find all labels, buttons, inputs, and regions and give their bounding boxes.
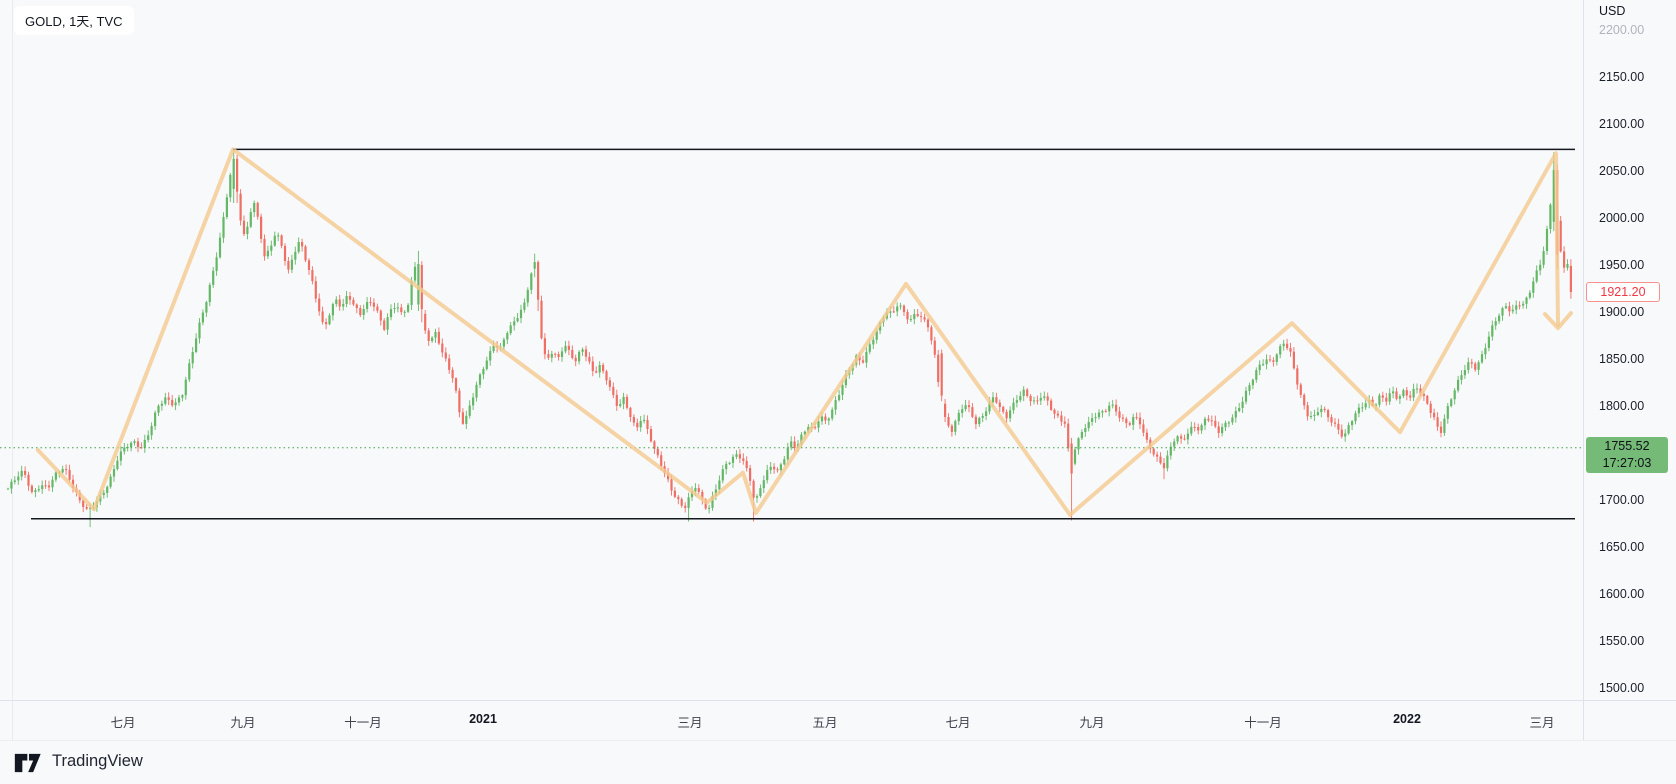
- time-axis-label: 三月: [1529, 716, 1555, 730]
- price-axis-label: 2000.00: [1599, 211, 1645, 225]
- price-axis-label: 1600.00: [1599, 587, 1645, 601]
- price-axis-label: 1500.00: [1599, 681, 1645, 695]
- tradingview-brand-link[interactable]: TradingView: [52, 752, 143, 770]
- footer-separator: [0, 740, 1676, 741]
- price-axis-label: 2100.00: [1599, 117, 1645, 131]
- price-axis-label: 1850.00: [1599, 352, 1645, 366]
- price-axis-label: 2150.00: [1599, 70, 1645, 84]
- tradingview-logo-icon[interactable]: [14, 751, 44, 775]
- time-axis-label: 七月: [110, 716, 136, 730]
- price-axis-label: 1800.00: [1599, 399, 1645, 413]
- price-axis[interactable]: USD 1921.20 1755.52 17:27:03 2200.00 2150…: [1584, 0, 1676, 700]
- time-axis-label: 九月: [1079, 716, 1105, 730]
- price-axis-label: 1950.00: [1599, 258, 1645, 272]
- last-price-label: 1921.20: [1586, 282, 1660, 302]
- time-axis-label: 五月: [812, 716, 838, 730]
- time-axis-label: 十一月: [1244, 716, 1282, 730]
- price-axis-label: 2200.00: [1599, 23, 1645, 37]
- countdown-price-label: 1755.52 17:27:03: [1586, 437, 1668, 473]
- axis-separator-vertical: [1583, 0, 1584, 740]
- attribution-bar: TradingView: [0, 741, 1676, 784]
- symbol-title: GOLD, 1天, TVC: [25, 14, 123, 29]
- symbol-legend[interactable]: GOLD, 1天, TVC: [14, 6, 134, 35]
- time-axis-label: 三月: [677, 716, 703, 730]
- bar-countdown-timer: 17:27:03: [1602, 456, 1652, 470]
- time-axis[interactable]: 七月 九月 十一月 2021 三月 五月 七月 九月 十一月 2022 三月: [0, 701, 1583, 740]
- time-axis-label: 九月: [230, 716, 256, 730]
- axis-separator-horizontal: [0, 700, 1676, 701]
- price-axis-label: 1700.00: [1599, 493, 1645, 507]
- time-axis-label: 2021: [469, 712, 497, 726]
- currency-label: USD: [1599, 4, 1626, 18]
- price-axis-label: 1900.00: [1599, 305, 1645, 319]
- time-axis-label: 2022: [1393, 712, 1421, 726]
- time-axis-label: 十一月: [344, 716, 382, 730]
- candlestick-chart-canvas[interactable]: [0, 0, 1583, 700]
- time-axis-label: 七月: [945, 716, 971, 730]
- price-axis-label: 1650.00: [1599, 540, 1645, 554]
- countdown-price-value: 1755.52: [1604, 439, 1650, 453]
- price-axis-label: 1550.00: [1599, 634, 1645, 648]
- pane-left-border: [12, 0, 13, 740]
- price-axis-label: 2050.00: [1599, 164, 1645, 178]
